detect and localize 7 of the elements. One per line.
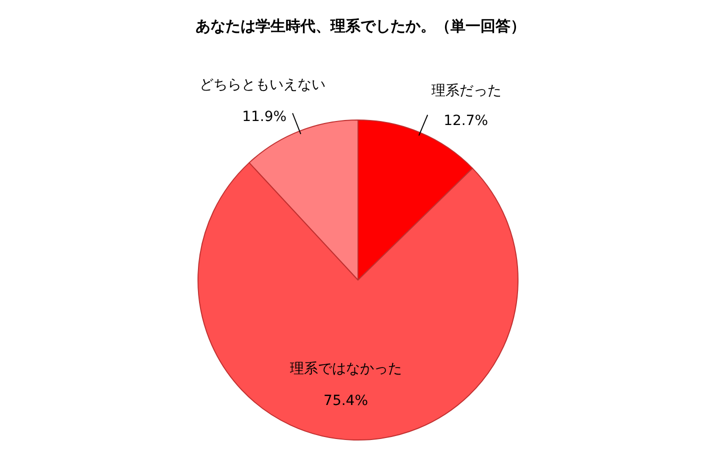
data-label: 12.7% (444, 112, 488, 129)
data-label: 11.9% (242, 109, 287, 126)
slice-label: 理系ではなかった (290, 360, 402, 377)
slice-label: 理系だった (432, 82, 502, 99)
data-label: 75.4% (324, 392, 368, 409)
chart-title: あなたは学生時代、理系でしたか。（単一回答） (196, 17, 526, 35)
slice-label: どちらともいえない (200, 77, 326, 94)
